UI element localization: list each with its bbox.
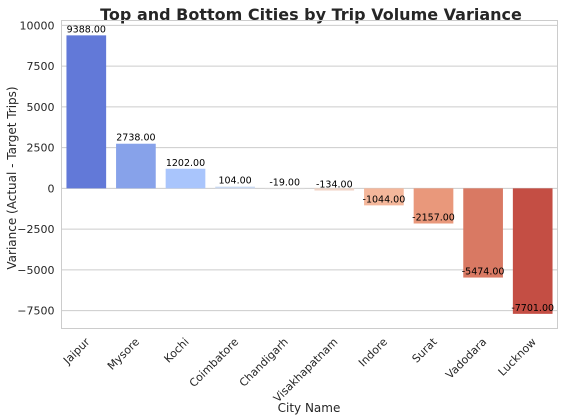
bars <box>66 35 553 314</box>
bar-chandigarh <box>264 188 305 190</box>
x-tick-labels: Jaipur Mysore KochiCoimbatoreChandigarhVis… <box>60 335 539 405</box>
y-tick-label: −5000 <box>17 264 54 277</box>
y-tick-label: 0 <box>48 182 55 195</box>
data-label-coimbatore: 104.00 <box>218 176 251 187</box>
x-tick-label-mysore: Mysore <box>105 335 142 372</box>
x-tick-label-surat: Surat <box>410 335 441 366</box>
y-axis-label: Variance (Actual - Target Trips) <box>5 86 19 269</box>
bar-surat <box>413 188 454 224</box>
x-axis-label: City Name <box>278 401 341 415</box>
x-tick-label-jaipur: Jaipur <box>60 335 93 368</box>
data-label-kochi: 1202.00 <box>166 158 205 169</box>
x-tick-label-vadodara: Vadodara <box>443 335 489 381</box>
value-labels: 9388.00 2738.00 1202.00 104.00 -19.00 -134.00… <box>67 24 554 313</box>
data-label-indore: -1044.00 <box>363 194 406 205</box>
chart-title: Top and Bottom Cities by Trip Volume Var… <box>100 5 522 24</box>
y-tick-labels: 10000 7500 5000 2500 0 −2500 −5000 −7500 <box>17 19 54 317</box>
y-tick-label: 5000 <box>27 101 55 114</box>
x-tick-label-kochi: Kochi <box>162 335 192 365</box>
x-tick-label-lucknow: Lucknow <box>496 335 539 378</box>
data-label-mysore: 2738.00 <box>116 133 155 144</box>
bar-lucknow <box>512 188 553 314</box>
bar-coimbatore <box>215 186 255 189</box>
bar-visakhapatnam <box>314 188 355 191</box>
y-tick-label: 7500 <box>27 60 55 73</box>
x-tick-label-coimbatore: Coimbatore <box>187 335 242 390</box>
x-tick-label-chandigarh: Chandigarh <box>237 335 291 389</box>
data-label-jaipur: 9388.00 <box>67 24 106 35</box>
plot-frame <box>61 20 558 329</box>
bar-kochi <box>165 168 206 189</box>
y-tick-label: 10000 <box>20 19 55 32</box>
bar-jaipur <box>66 35 107 189</box>
data-label-lucknow: -7701.00 <box>511 303 554 314</box>
data-label-surat: -2157.00 <box>412 213 455 224</box>
data-label-visakhapatnam: -134.00 <box>316 180 353 191</box>
y-tick-label: −2500 <box>17 223 54 236</box>
x-tick-label-indore: Indore <box>356 335 390 369</box>
y-tick-label: 2500 <box>27 142 55 155</box>
bar-mysore <box>116 143 156 189</box>
data-label-chandigarh: -19.00 <box>269 178 300 189</box>
bar-indore <box>364 188 404 206</box>
data-label-vadodara: -5474.00 <box>462 267 505 278</box>
y-tick-label: −7500 <box>17 305 54 318</box>
bar-vadodara <box>463 188 503 278</box>
